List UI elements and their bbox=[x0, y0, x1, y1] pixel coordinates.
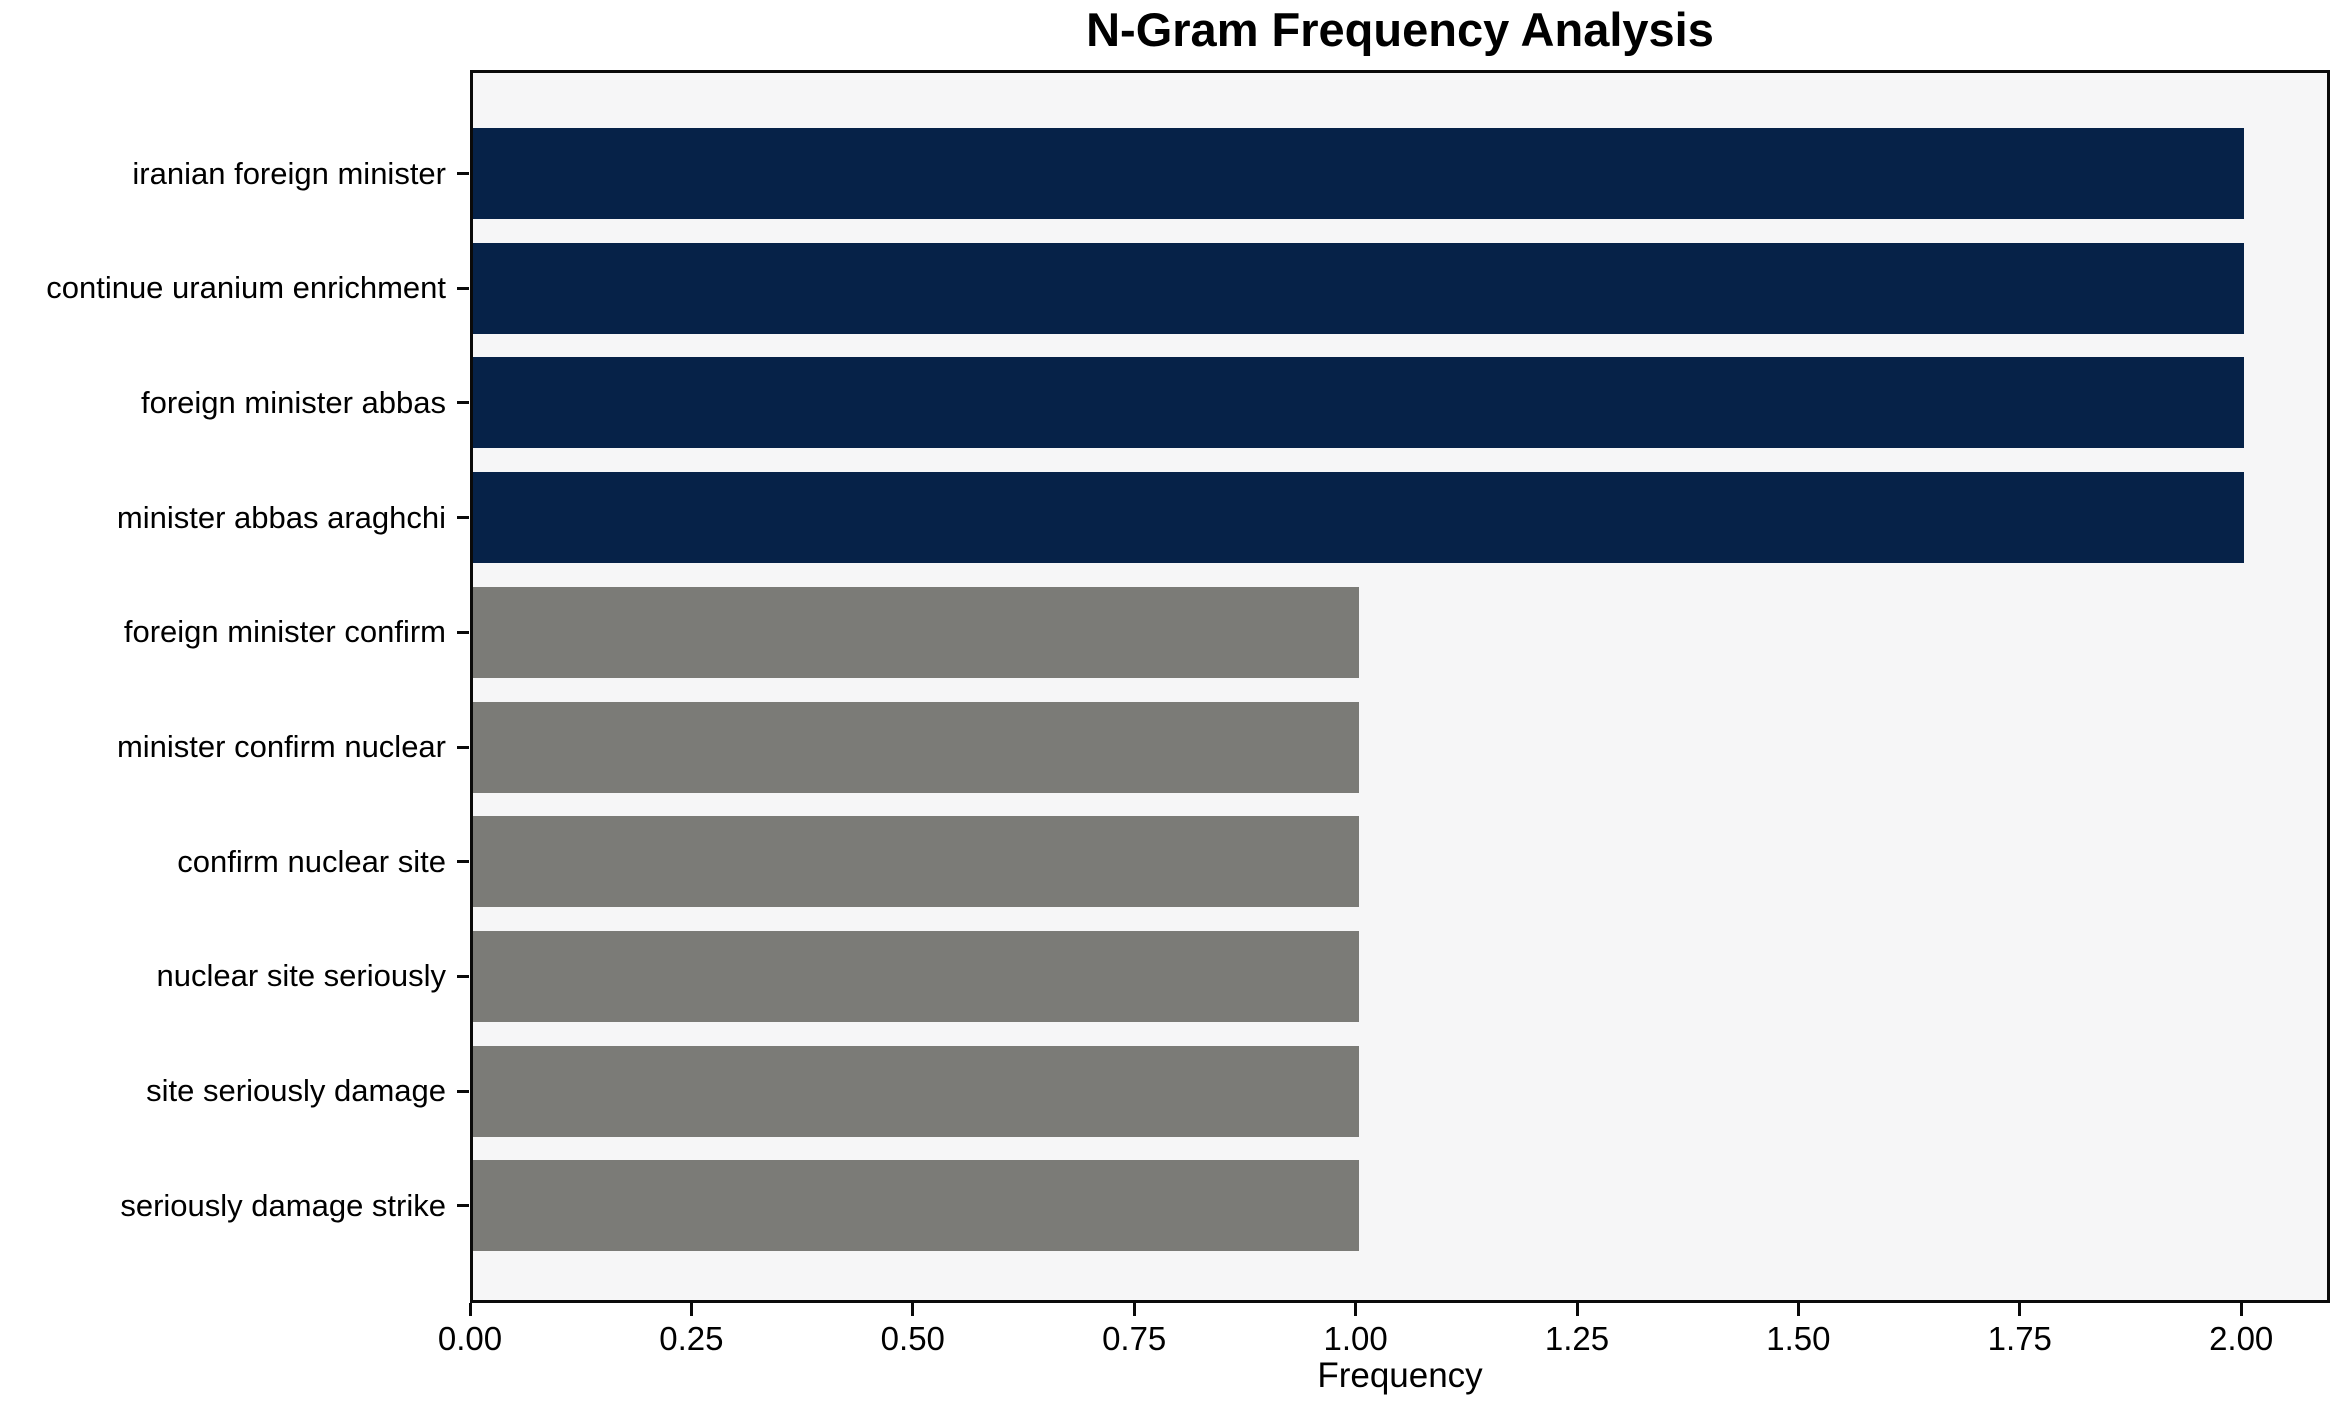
bar bbox=[473, 701, 1359, 793]
bar bbox=[473, 242, 2245, 334]
x-tick-label: 0.25 bbox=[659, 1320, 724, 1357]
x-tick-mark bbox=[1575, 1303, 1579, 1316]
bar bbox=[473, 1045, 1359, 1137]
y-tick-label: minister confirm nuclear bbox=[116, 729, 446, 764]
y-tick-mark bbox=[457, 286, 469, 290]
bar bbox=[473, 586, 1359, 678]
x-tick-mark bbox=[2239, 1303, 2243, 1316]
y-tick-mark bbox=[457, 172, 469, 175]
y-tick-mark bbox=[457, 974, 469, 978]
bar bbox=[473, 128, 2245, 219]
chart-title: N-Gram Frequency Analysis bbox=[1086, 3, 1714, 56]
x-tick-label: 2.00 bbox=[2209, 1320, 2274, 1357]
y-tick-label: foreign minister abbas bbox=[141, 384, 446, 420]
y-tick-label: foreign minister confirm bbox=[123, 614, 446, 650]
bar bbox=[473, 930, 1359, 1022]
x-tick-label: 1.75 bbox=[1987, 1320, 2052, 1357]
x-tick-label: 0.00 bbox=[437, 1320, 503, 1357]
bar bbox=[473, 357, 2245, 449]
y-tick-mark bbox=[457, 401, 469, 405]
x-tick-mark bbox=[1796, 1303, 1800, 1316]
x-tick-label: 1.25 bbox=[1544, 1320, 1610, 1357]
y-tick-label: confirm nuclear site bbox=[177, 843, 446, 879]
x-tick-mark bbox=[1354, 1303, 1358, 1316]
y-tick-label: site seriously damage bbox=[146, 1073, 446, 1109]
bar bbox=[473, 472, 2245, 564]
x-tick-mark bbox=[1132, 1303, 1136, 1316]
y-tick-mark bbox=[457, 630, 469, 634]
x-tick-mark bbox=[468, 1303, 472, 1316]
bar bbox=[473, 1160, 1359, 1252]
y-tick-mark bbox=[457, 1089, 469, 1093]
x-tick-label: 1.50 bbox=[1766, 1320, 1831, 1357]
x-tick-mark bbox=[2018, 1303, 2022, 1316]
y-tick-label: continue uranium enrichment bbox=[46, 270, 446, 306]
bar bbox=[473, 816, 1359, 908]
x-tick-label: 0.75 bbox=[1102, 1320, 1167, 1357]
x-axis-label: Frequency bbox=[1317, 1356, 1483, 1395]
y-tick-label: nuclear site seriously bbox=[156, 958, 446, 994]
x-tick-label: 0.50 bbox=[880, 1320, 945, 1357]
x-tick-mark bbox=[689, 1303, 693, 1316]
y-tick-label: seriously damage strike bbox=[120, 1187, 446, 1223]
y-tick-mark bbox=[457, 745, 469, 749]
y-tick-mark bbox=[457, 860, 469, 864]
y-tick-label: minister abbas araghchi bbox=[116, 499, 446, 535]
x-tick-label: 1.00 bbox=[1323, 1320, 1388, 1357]
y-tick-mark bbox=[457, 1204, 469, 1208]
y-tick-mark bbox=[457, 516, 469, 520]
x-tick-mark bbox=[911, 1303, 915, 1316]
plot-area bbox=[470, 70, 2330, 1303]
y-tick-label: iranian foreign minister bbox=[132, 155, 446, 191]
